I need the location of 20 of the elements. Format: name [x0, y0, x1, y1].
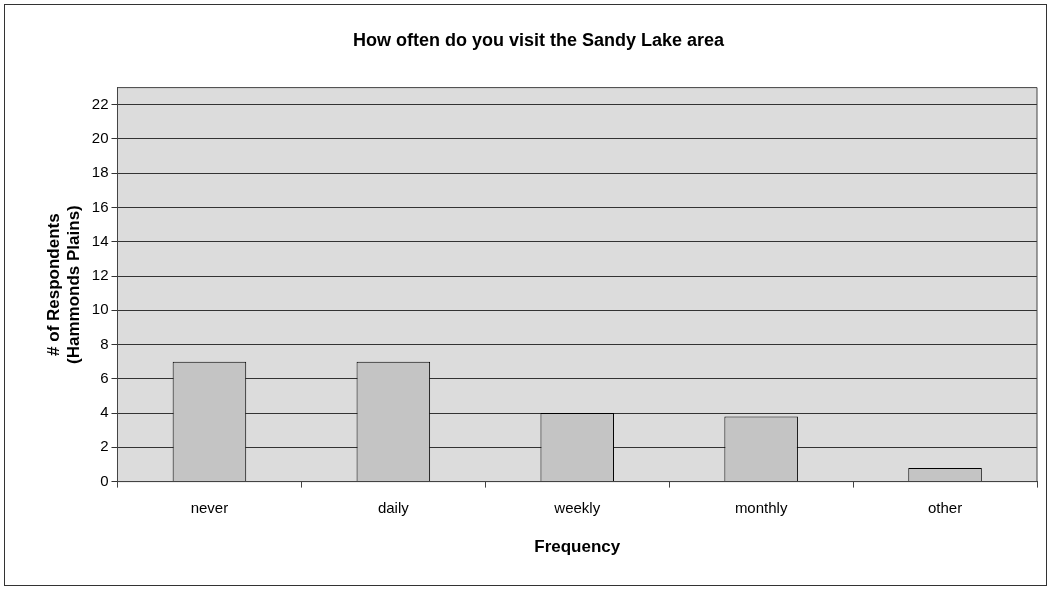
y-tick-label: 22 — [91, 94, 109, 112]
x-tick-label: other — [927, 498, 963, 516]
chart-title: How often do you visit the Sandy Lake area — [352, 29, 726, 50]
y-tick-label: 6 — [100, 368, 109, 386]
x-tick-label: never — [190, 498, 229, 516]
y-tick-label: 10 — [91, 300, 109, 318]
x-axis-title: Frequency — [534, 537, 621, 557]
y-tick-label: 18 — [91, 163, 109, 181]
y-tick-label: 20 — [91, 129, 109, 147]
y-tick-label: 16 — [91, 197, 109, 215]
y-tick-label: 4 — [100, 403, 109, 421]
y-tick-label: 12 — [91, 266, 109, 284]
x-tick-label: monthly — [734, 498, 788, 516]
y-tick-label: 0 — [100, 471, 109, 489]
y-tick-label: 2 — [100, 437, 109, 455]
x-tick-label: daily — [377, 498, 410, 516]
x-tick-label: weekly — [553, 498, 601, 516]
y-tick-label: 8 — [100, 334, 109, 352]
y-tick-label: 14 — [91, 231, 109, 249]
y-axis-title: # of Respondents (Hammonds Plains) — [43, 205, 84, 364]
